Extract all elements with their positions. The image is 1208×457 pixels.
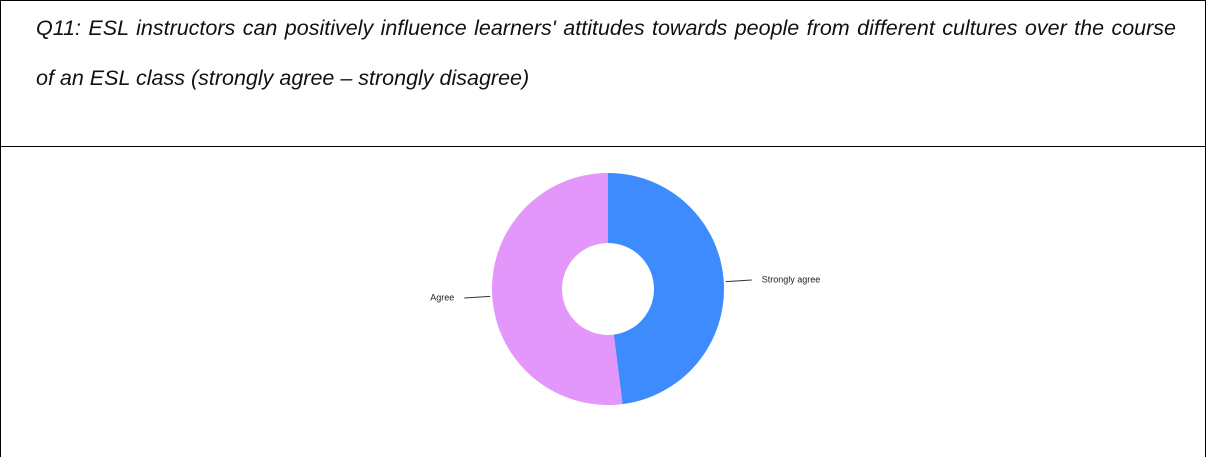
leader-line <box>725 279 752 283</box>
slice-label: Agree <box>430 292 454 302</box>
slice-label: Strongly agree <box>762 274 821 284</box>
leader-line <box>464 295 491 299</box>
donut-slice <box>491 173 623 405</box>
donut-slice <box>608 173 724 405</box>
question-text: Q11: ESL instructors can positively infl… <box>36 16 1176 90</box>
row-divider <box>0 146 1206 147</box>
